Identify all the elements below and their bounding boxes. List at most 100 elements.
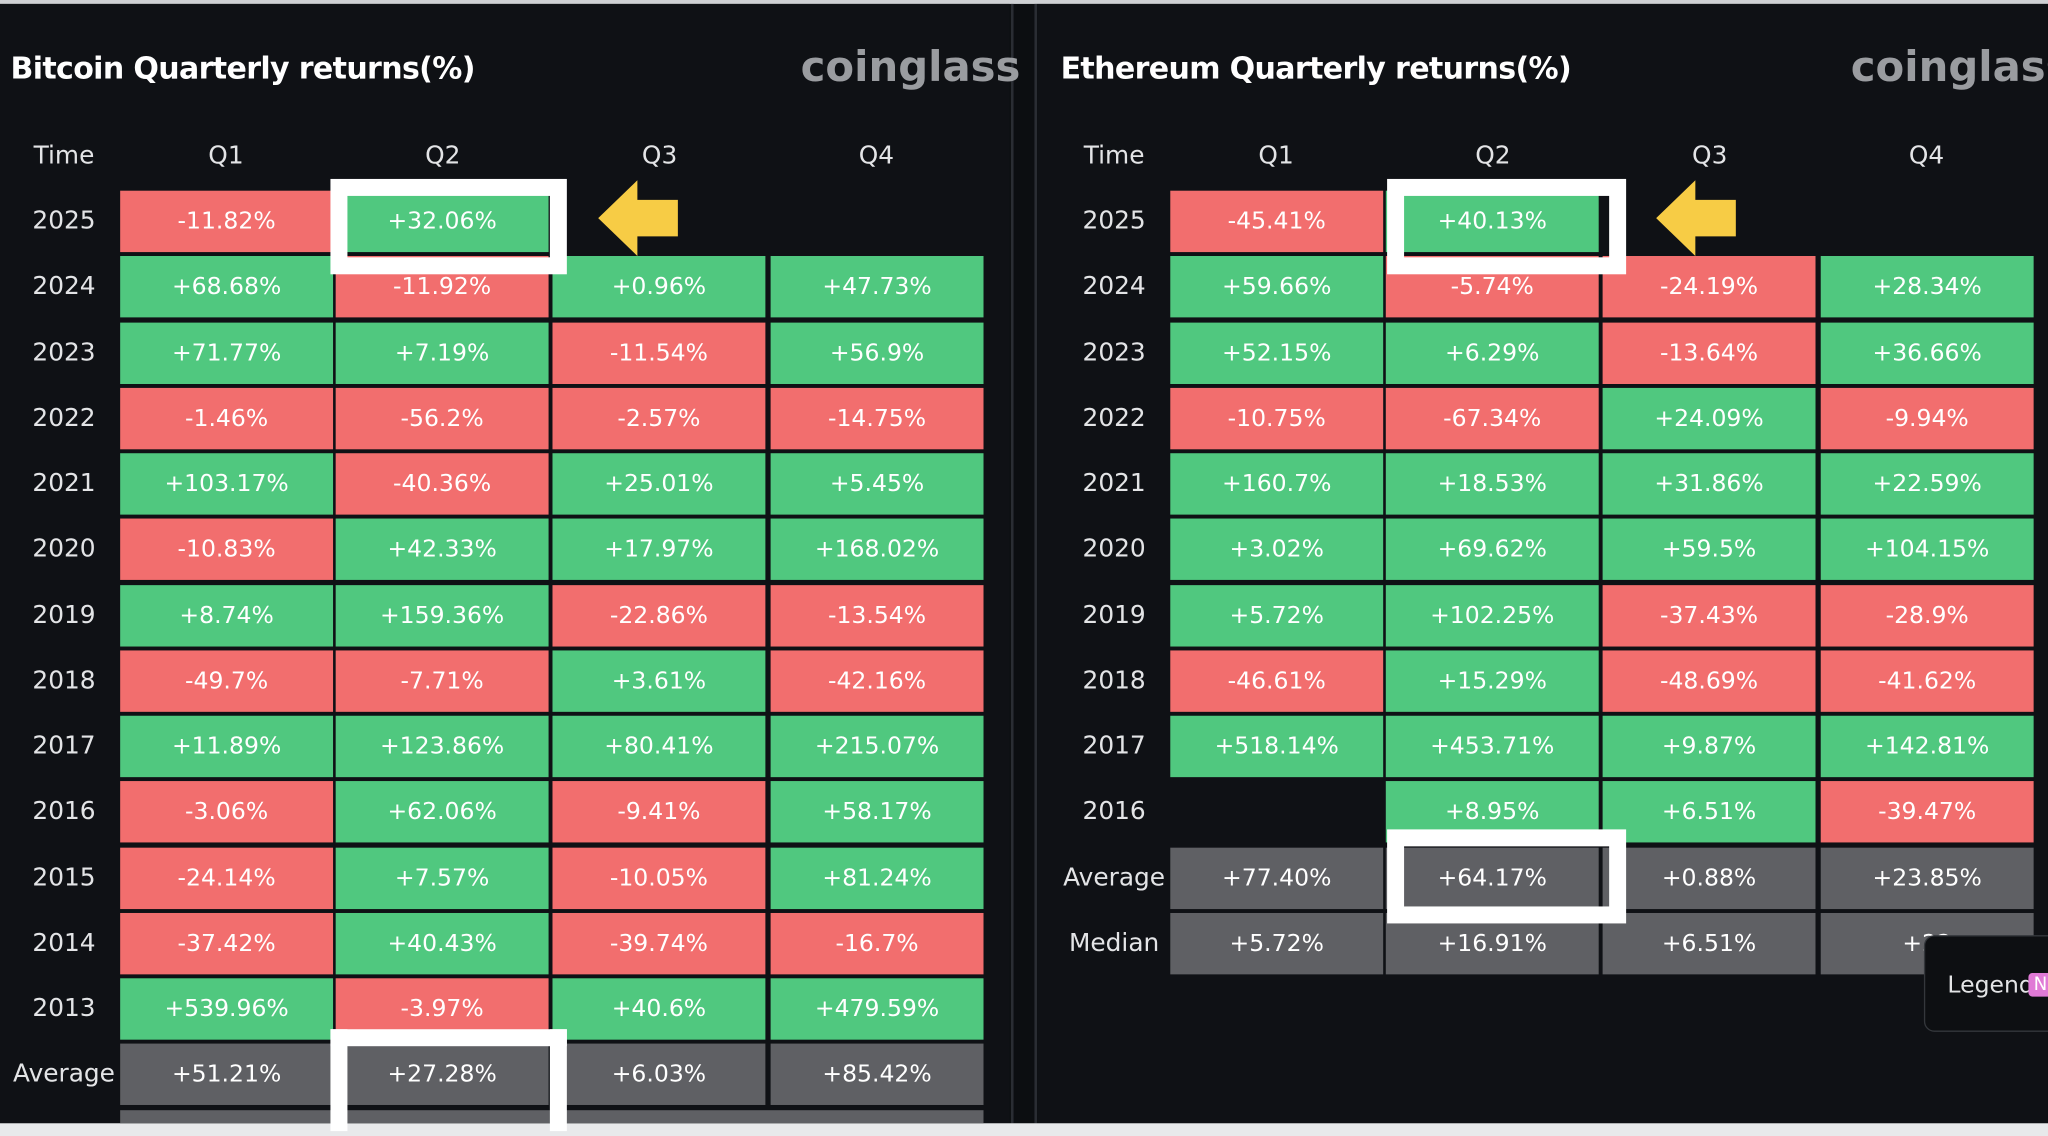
row-label: 2025	[1082, 206, 1146, 236]
legend-popup[interactable]: Legend N	[1923, 935, 2048, 1032]
table-cell: +160.7%	[1170, 453, 1384, 515]
table-cell: -10.05%	[552, 847, 766, 909]
table-cell: +42.33%	[335, 518, 549, 581]
table-cell: -37.43%	[1602, 584, 1816, 646]
table-cell: -10.75%	[1170, 387, 1384, 449]
row-label: Average	[13, 1059, 115, 1089]
table-cell: -56.2%	[335, 387, 549, 449]
table-cell: -24.14%	[120, 847, 334, 909]
table-cell: -10.83%	[120, 518, 334, 581]
table-cell: +123.86%	[335, 715, 549, 778]
table-cell: +17.97%	[552, 518, 766, 581]
row-label: 2022	[1082, 403, 1146, 432]
table-cell: +7.19%	[335, 321, 549, 384]
table-cell: +103.17%	[120, 453, 334, 515]
table-cell: +25.01%	[552, 453, 766, 515]
table-cell: +518.14%	[1170, 715, 1384, 778]
table-cell: -11.54%	[552, 321, 766, 384]
legend-badge: N	[2028, 973, 2048, 997]
row-label: Average	[1063, 862, 1166, 892]
top-bar	[0, 0, 2048, 4]
table-cell: +81.24%	[770, 847, 984, 909]
table-cell: +24.09%	[1602, 387, 1816, 449]
row-label: 2016	[1082, 797, 1146, 826]
table-cell: +479.59%	[770, 978, 984, 1040]
table-cell: -24.19%	[1602, 256, 1816, 318]
table-cell: -41.62%	[1820, 650, 2034, 712]
arrow-icon	[1656, 180, 1736, 256]
table-cell: +9.87%	[1602, 715, 1816, 778]
table-cell: +102.25%	[1385, 584, 1599, 646]
row-label: 2024	[32, 271, 96, 301]
table-cell: -13.54%	[770, 584, 984, 646]
table-cell: -11.82%	[120, 190, 334, 253]
column-header: Q2	[425, 141, 461, 170]
highlight-box	[1387, 829, 1627, 924]
column-header: Q3	[641, 141, 678, 170]
row-label: Median	[1068, 928, 1160, 958]
divider	[1010, 3, 1014, 1124]
table-cell: +52.15%	[1170, 321, 1384, 384]
table-cell: +71.77%	[120, 321, 334, 384]
table-cell: +59.66%	[1170, 256, 1384, 318]
row-label: 2013	[32, 993, 96, 1023]
table-cell: +15.29%	[1385, 650, 1599, 712]
table-cell: -9.41%	[552, 781, 766, 843]
table-cell: -37.42%	[120, 912, 334, 975]
table-cell: +5.72%	[1170, 912, 1384, 975]
table-cell: -67.34%	[1385, 387, 1599, 449]
table-cell: +68.68%	[120, 256, 334, 318]
table-cell: +64.17%	[1385, 847, 1599, 909]
table-cell: +56.9%	[770, 321, 984, 384]
divider	[1034, 3, 1038, 1124]
table-cell: -14.75%	[770, 387, 984, 449]
row-label: 2015	[32, 862, 96, 892]
table-cell: +11.89%	[120, 715, 334, 778]
row-label: 2025	[32, 206, 96, 236]
table-cell: -2.57%	[552, 387, 766, 449]
table-cell: +8.74%	[120, 584, 334, 646]
table-cell: +40.43%	[335, 912, 549, 975]
brand-logo: coinglass	[800, 41, 1021, 92]
table-cell: -3.06%	[120, 781, 334, 843]
table-cell: +36.66%	[1820, 321, 2034, 384]
table-cell: -7.71%	[335, 650, 549, 712]
row-label: 2023	[32, 337, 96, 367]
row-label: 2018	[1082, 665, 1146, 695]
table-cell: +23.85%	[1820, 847, 2034, 909]
table-cell: +0.88%	[1602, 847, 1816, 909]
row-label: 2017	[1082, 731, 1146, 761]
table-cell: +85.42%	[770, 1043, 984, 1106]
column-header: Q1	[1258, 141, 1294, 170]
table-cell: +159.36%	[335, 584, 549, 646]
column-header: Q2	[1475, 141, 1511, 170]
table-cell: -39.47%	[1820, 781, 2034, 843]
panel-title: Bitcoin Quarterly returns(%)	[10, 52, 475, 87]
table-cell: +62.06%	[335, 781, 549, 843]
table-cell: -46.61%	[1170, 650, 1384, 712]
table-cell: -16.7%	[770, 912, 984, 975]
row-label: 2018	[32, 665, 96, 695]
arrow-icon	[598, 180, 678, 256]
row-label: 2021	[1082, 468, 1146, 498]
table-cell: +40.6%	[552, 978, 766, 1040]
table-cell: -22.86%	[552, 584, 766, 646]
column-header: Q4	[858, 141, 895, 170]
row-label: 2020	[1082, 534, 1146, 564]
table-cell: +32.06%	[335, 190, 549, 253]
legend-label[interactable]: Legend	[1947, 971, 2034, 1000]
table-cell: +539.96%	[120, 978, 334, 1040]
table-cell: -1.46%	[120, 387, 334, 449]
table-cell: +58.17%	[770, 781, 984, 843]
table-cell: -48.69%	[1602, 650, 1816, 712]
table-cell: -49.7%	[120, 650, 334, 712]
bottom-bar	[0, 1123, 2048, 1136]
table-cell: -39.74%	[552, 912, 766, 975]
table-cell: -9.94%	[1820, 387, 2034, 449]
table-cell: +69.62%	[1385, 518, 1599, 581]
row-label: 2019	[1082, 600, 1146, 629]
column-header: Time	[33, 141, 95, 170]
table-cell: +5.72%	[1170, 584, 1384, 646]
